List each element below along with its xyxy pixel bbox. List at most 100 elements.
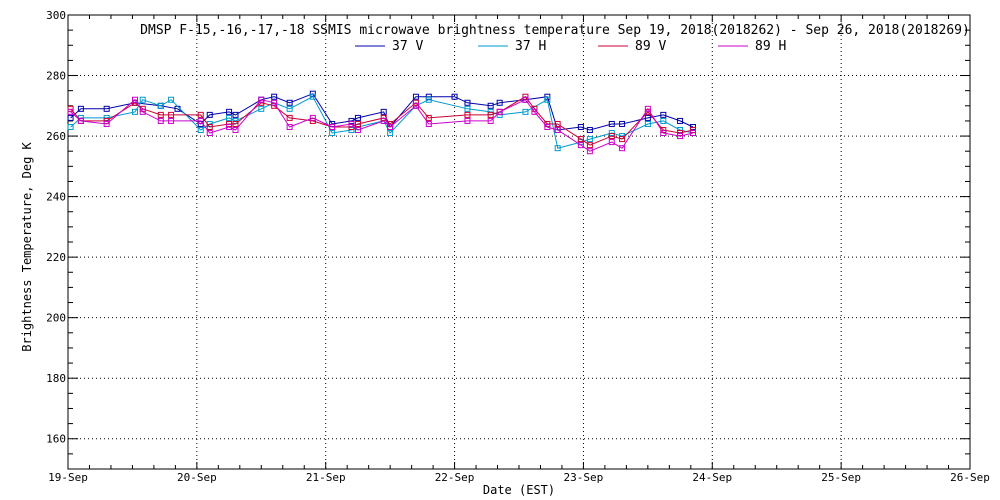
x-tick-label: 22-Sep: [435, 471, 475, 484]
data-point: [677, 130, 684, 137]
data-point: [77, 117, 84, 124]
legend-label: 89 H: [755, 39, 786, 54]
y-tick-label: 200: [46, 312, 66, 325]
x-axis-label: Date (EST): [483, 483, 555, 497]
data-point: [271, 93, 278, 100]
data-point: [354, 120, 361, 127]
data-point: [157, 117, 164, 124]
data-point: [232, 120, 239, 127]
data-point: [554, 120, 561, 127]
data-point: [608, 133, 615, 140]
x-tick-label: 25-Sep: [821, 471, 861, 484]
data-point: [139, 96, 146, 103]
data-point: [226, 114, 233, 121]
data-point: [689, 127, 696, 134]
data-point: [677, 133, 684, 140]
data-point: [309, 93, 316, 100]
data-point: [197, 117, 204, 124]
data-point: [644, 120, 651, 127]
data-point: [206, 130, 213, 137]
data-point: [103, 105, 110, 112]
y-tick-label: 300: [46, 9, 66, 22]
data-point: [206, 123, 213, 130]
data-point: [226, 120, 233, 127]
data-point: [487, 102, 494, 109]
data-point: [286, 114, 293, 121]
x-tick-label: 21-Sep: [306, 471, 346, 484]
data-point: [168, 111, 175, 118]
data-point: [451, 93, 458, 100]
data-point: [206, 111, 213, 118]
data-point: [464, 111, 471, 118]
data-point: [487, 117, 494, 124]
data-point: [157, 111, 164, 118]
data-point: [77, 105, 84, 112]
series-line-37-h: [70, 96, 694, 149]
data-point: [554, 145, 561, 152]
x-tick-label: 19-Sep: [48, 471, 88, 484]
y-axis-label: Brightness Temperature, Deg K: [20, 141, 34, 351]
data-point: [487, 111, 494, 118]
data-point: [644, 105, 651, 112]
series-group: [67, 90, 696, 155]
plot-frame: [67, 14, 971, 470]
legend-label: 89 V: [635, 39, 666, 54]
chart-title: DMSP F-15,-16,-17,-18 SSMIS microwave br…: [140, 23, 970, 38]
y-tick-label: 160: [46, 433, 66, 446]
y-tick-label: 220: [46, 251, 66, 264]
data-point: [271, 99, 278, 106]
legend-label: 37 V: [392, 39, 423, 54]
y-tick-label: 180: [46, 372, 66, 385]
series-line-89-v: [70, 96, 694, 146]
y-tick-label: 240: [46, 191, 66, 204]
data-point: [103, 120, 110, 127]
data-point: [689, 130, 696, 137]
series-line-89-h: [70, 98, 694, 152]
data-point: [348, 117, 355, 124]
series-89-h: [67, 96, 696, 155]
series-line-37-v: [70, 93, 694, 131]
data-point: [329, 123, 336, 130]
data-point: [554, 127, 561, 134]
legend-item-89-v: 89 V: [598, 39, 666, 54]
data-point: [487, 108, 494, 115]
data-point: [425, 120, 432, 127]
data-point: [660, 117, 667, 124]
data-point: [619, 136, 626, 143]
data-point: [644, 114, 651, 121]
data-point: [226, 108, 233, 115]
data-point: [168, 117, 175, 124]
tick-labels: 19-Sep 20-Sep 21-Sep 22-Sep 23-Sep 24-Sep 25-S…: [46, 9, 990, 484]
data-point: [464, 117, 471, 124]
data-point: [354, 127, 361, 134]
data-point: [496, 108, 503, 115]
data-point: [586, 127, 593, 134]
data-point: [354, 114, 361, 121]
data-point: [496, 99, 503, 106]
legend-item-89-h: 89 H: [718, 39, 786, 54]
data-point: [132, 108, 139, 115]
data-point: [67, 105, 74, 112]
data-point: [619, 120, 626, 127]
data-point: [586, 142, 593, 149]
data-point: [286, 123, 293, 130]
legend-label: 37 H: [515, 39, 546, 54]
data-point: [577, 142, 584, 149]
x-tick-label: 26-Sep: [950, 471, 990, 484]
data-point: [226, 123, 233, 130]
data-point: [531, 108, 538, 115]
data-point: [425, 114, 432, 121]
x-tick-label: 24-Sep: [692, 471, 732, 484]
data-point: [329, 130, 336, 137]
legend-item-37-h: 37 H: [478, 39, 546, 54]
x-tick-label: 20-Sep: [177, 471, 217, 484]
legend: 37 V 37 H 89 V 89 H: [355, 39, 786, 54]
data-point: [380, 108, 387, 115]
y-tick-label: 280: [46, 70, 66, 83]
data-point: [380, 117, 387, 124]
data-point: [197, 111, 204, 118]
data-point: [139, 108, 146, 115]
data-point: [586, 148, 593, 155]
data-point: [232, 111, 239, 118]
